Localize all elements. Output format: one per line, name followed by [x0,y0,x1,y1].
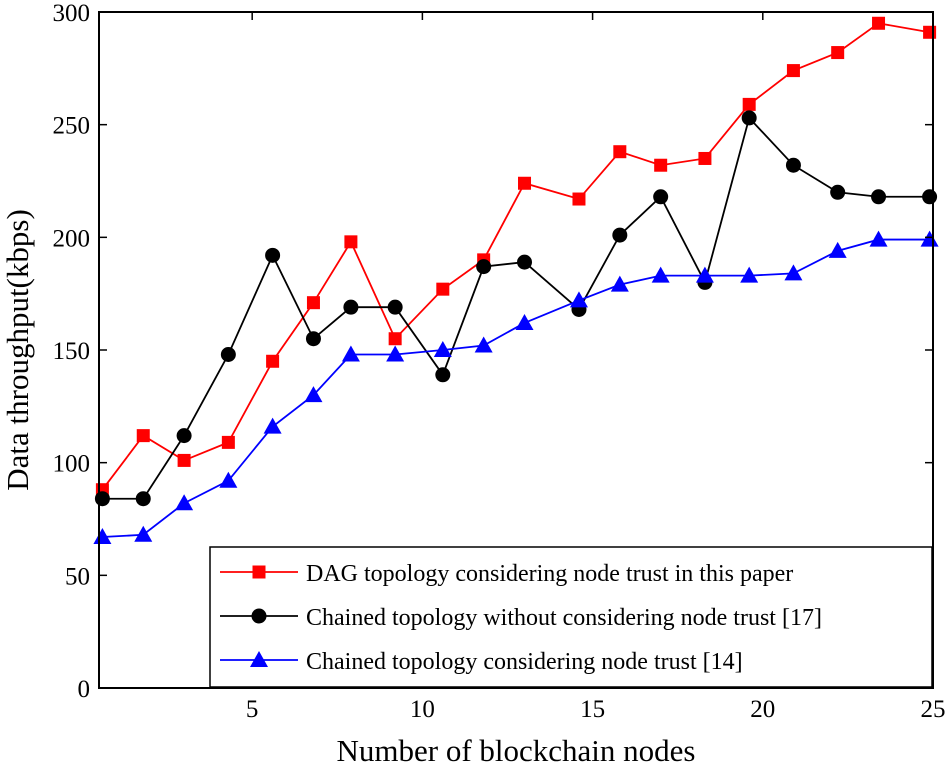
y-tick-label: 300 [53,0,91,27]
y-axis-title: Data throughput(kbps) [0,209,35,491]
data-point [651,266,670,283]
y-tick-label: 150 [53,338,91,365]
legend-item: Chained topology without considering nod… [220,605,822,631]
series-1 [95,16,937,497]
data-point [741,110,757,126]
legend-marker [252,565,266,579]
data-point [388,332,402,346]
data-point [610,275,629,292]
y-tick-label: 200 [53,225,91,252]
data-point [831,46,845,60]
data-point [654,158,668,172]
data-point [136,429,150,443]
data-point [134,525,153,542]
data-point [177,453,191,467]
data-point [828,241,847,258]
data-point [515,313,534,330]
data-point [386,345,405,362]
legend: DAG topology considering node trust in t… [209,546,933,688]
x-tick-label: 25 [921,696,946,723]
data-point [176,428,192,444]
data-point [695,266,714,283]
data-point [175,494,194,511]
data-point [922,189,938,205]
data-point [923,25,937,39]
data-point [784,264,803,281]
data-point [94,491,110,507]
data-point [613,145,627,159]
data-point [474,336,493,353]
data-point [740,266,759,283]
data-point [341,345,360,362]
y-tick-label: 50 [65,563,90,590]
data-point [433,341,452,357]
data-point [435,367,451,383]
data-point [830,184,846,200]
data-point [785,157,801,173]
data-point [871,189,887,205]
data-point [344,235,358,249]
data-point [387,299,403,315]
legend-label: DAG topology considering node trust in t… [306,561,793,587]
x-axis-title: Number of blockchain nodes [337,733,696,766]
data-point [572,192,586,206]
legend-marker [251,608,267,624]
series-3 [93,230,939,545]
data-point [517,254,533,270]
data-point [476,259,492,275]
series-2 [94,110,938,507]
data-point [93,528,112,545]
data-point [436,282,450,296]
legend-item: DAG topology considering node trust in t… [220,561,793,587]
data-point [698,151,712,165]
data-point [869,230,888,247]
data-point [920,230,939,247]
data-point [518,176,532,190]
legend-item: Chained topology considering node trust … [220,649,743,675]
legend-box [209,546,933,688]
tick-layer: 0 50 100 150 200 250 300 5 10 15 20 25 [53,0,946,723]
data-point [343,299,359,315]
data-point [266,354,280,368]
data-point [220,347,236,363]
data-point [872,16,886,30]
series-layer [93,16,939,545]
x-tick-label: 15 [580,696,605,723]
data-point [306,296,320,310]
data-point [265,247,281,263]
data-point [263,417,282,434]
legend-label: Chained topology without considering nod… [306,605,822,631]
data-point [653,189,669,205]
data-point [612,227,628,243]
data-point [221,435,235,449]
x-tick-label: 10 [410,696,435,723]
series-line [102,238,930,538]
series-line [101,22,930,491]
x-tick-label: 5 [246,696,259,723]
legend-marker [250,651,268,667]
y-tick-label: 0 [78,676,91,703]
data-point [219,471,238,488]
data-point [305,331,321,347]
y-tick-label: 250 [53,113,91,140]
data-point [135,491,151,507]
data-point [786,64,800,78]
y-tick-label: 100 [53,451,91,478]
series-line [102,116,930,500]
data-point [569,291,588,308]
x-tick-label: 20 [750,696,775,723]
data-point [304,386,323,403]
legend-label: Chained topology considering node trust … [306,649,743,675]
data-point [742,97,756,111]
